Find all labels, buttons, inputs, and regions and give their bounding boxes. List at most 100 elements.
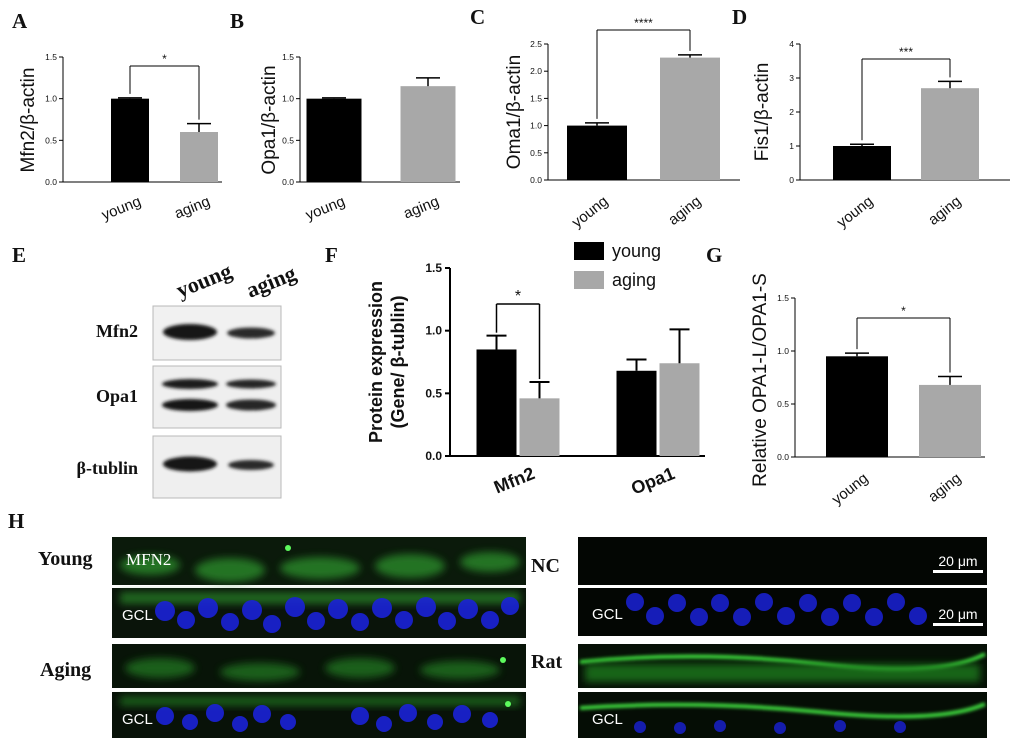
bar-young-Mfn2 <box>476 349 517 456</box>
y-axis-label: Fis1/β-actin <box>752 63 773 162</box>
error-bar-aging <box>187 122 211 132</box>
scale-bar-label-top: 20 μm <box>938 553 977 569</box>
legend-label-young: young <box>612 241 661 261</box>
category-label-aging: aging <box>401 193 441 223</box>
error-bar-young-Opa1 <box>626 358 647 371</box>
chart-fis1-beta-actin: 0 1 2 3 4 young aging Fis1/β-actin *** <box>752 39 1010 231</box>
y-axis-label-line1: Protein expression <box>366 281 386 443</box>
bar-aging <box>180 132 218 182</box>
significance-bracket <box>129 65 200 120</box>
y-tick-label: 1.5 <box>45 52 57 62</box>
category-label-Mfn2: Mfn2 <box>491 463 537 497</box>
significance-label: *** <box>899 45 913 59</box>
y-tick-label: 0.5 <box>530 148 542 158</box>
significance-label: * <box>515 288 521 305</box>
error-bar-young <box>118 97 142 99</box>
panel-label-b: B <box>230 9 244 33</box>
significance-label: * <box>162 52 167 66</box>
layer-label-gcl-aging: GCL <box>122 711 153 728</box>
y-tick-label: 1.0 <box>45 94 57 104</box>
legend-label-aging: aging <box>612 270 656 290</box>
bar-young <box>306 98 362 182</box>
category-label-young: young <box>569 193 612 232</box>
image-aging-mfn2 <box>112 644 526 688</box>
bar-aging <box>660 57 720 180</box>
lane-label-aging: aging <box>243 260 300 302</box>
image-young-mfn2: MFN2 <box>112 537 526 585</box>
significance-bracket <box>596 29 691 119</box>
blot-strip-mfn2 <box>152 305 282 361</box>
bar-young <box>826 356 888 457</box>
category-label-aging: aging <box>925 470 964 506</box>
y-tick-label: 1.5 <box>530 93 542 103</box>
y-tick-label: 2.0 <box>530 66 542 76</box>
group-label-rat: Rat <box>531 651 562 673</box>
image-rat-gcl: GCL <box>578 692 987 738</box>
error-bar-young <box>850 143 874 146</box>
layer-label-gcl-young: GCL <box>122 607 153 624</box>
lane-label-young: young <box>173 258 236 303</box>
chart-oma1-beta-actin: 0.0 0.5 1.0 1.5 2.0 2.5 young aging Oma1/β-actin… <box>504 16 740 231</box>
chart-mfn2-beta-actin: 0.0 0.5 1.0 1.5 young aging Mfn2/β-actin * <box>18 52 222 224</box>
y-tick-label: 0.0 <box>530 175 542 185</box>
y-axis-label: Oma1/β-actin <box>504 55 525 169</box>
bar-aging <box>400 86 456 182</box>
category-label-aging: aging <box>172 193 212 223</box>
chart-protein-expression: 0.0 0.5 1.0 1.5 Mfn2 Opa1 Protein expression (G… <box>366 241 705 499</box>
y-tick-label: 3 <box>789 73 794 83</box>
layer-label-gcl-nc: GCL <box>592 606 623 623</box>
significance-bracket <box>495 303 541 380</box>
panel-label-d: D <box>732 5 747 29</box>
legend-swatch-young <box>574 242 604 260</box>
y-tick-label: 0.5 <box>777 399 789 409</box>
bar-young <box>111 98 149 182</box>
bar-young <box>567 125 627 180</box>
layer-label-gcl-rat: GCL <box>592 711 623 728</box>
image-nc-gcl: 20 μm GCL <box>578 588 987 636</box>
y-tick-label: 2.5 <box>530 39 542 49</box>
y-axis-label-line2: (Gene/ β-tublin) <box>388 296 408 429</box>
y-tick-label: 0.0 <box>282 177 294 187</box>
immunofluorescence: Young Aging NC Rat MFN2 <box>38 537 987 738</box>
y-tick-label: 1.0 <box>777 346 789 356</box>
error-bar-aging <box>416 77 440 87</box>
y-tick-label: 1.0 <box>282 94 294 104</box>
category-label-Opa1: Opa1 <box>628 463 677 498</box>
bar-aging-Opa1 <box>659 363 700 456</box>
error-bar-aging <box>678 54 702 58</box>
y-tick-label: 0.5 <box>425 386 442 400</box>
significance-bracket <box>861 58 951 141</box>
y-tick-label: 0 <box>789 175 794 185</box>
scale-bar-label-bottom: 20 μm <box>938 606 977 622</box>
category-label-aging: aging <box>665 193 704 229</box>
panel-label-c: C <box>470 5 485 29</box>
significance-label: * <box>901 304 906 318</box>
blot-label-beta-tublin: β-tublin <box>76 458 138 478</box>
legend-swatch-aging <box>574 271 604 289</box>
y-tick-label: 1.0 <box>530 121 542 131</box>
y-tick-label: 4 <box>789 39 794 49</box>
category-label-young: young <box>303 193 347 224</box>
y-tick-label: 1.0 <box>425 324 442 338</box>
bar-aging-Mfn2 <box>519 398 560 456</box>
category-label-young: young <box>834 193 877 232</box>
y-tick-label: 0.0 <box>425 449 442 463</box>
group-label-nc: NC <box>531 555 560 577</box>
blot-label-opa1: Opa1 <box>96 386 138 406</box>
y-axis-label: Opa1/β-actin <box>259 65 280 174</box>
group-label-aging: Aging <box>40 659 91 681</box>
y-tick-label: 1.5 <box>425 261 442 275</box>
bar-aging <box>921 88 979 180</box>
panel-label-f: F <box>325 243 338 267</box>
blot-strip-opa1 <box>152 365 282 429</box>
significance-label: **** <box>634 16 653 30</box>
category-label-young: young <box>829 470 872 509</box>
error-bar-aging-Mfn2 <box>529 381 550 399</box>
western-blot: young aging Mfn2 Opa1 β-tublin <box>76 258 300 499</box>
y-tick-label: 0.0 <box>777 452 789 462</box>
y-tick-label: 1.5 <box>282 52 294 62</box>
y-tick-label: 0.0 <box>45 177 57 187</box>
panel-label-g: G <box>706 243 722 267</box>
panel-label-h: H <box>8 509 24 533</box>
